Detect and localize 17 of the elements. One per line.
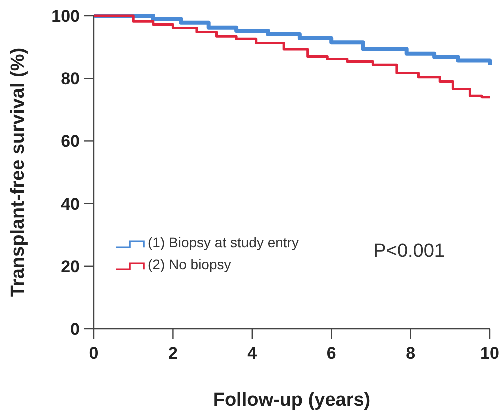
y-tick-label: 40 xyxy=(61,194,80,214)
legend-label: (1) Biopsy at study entry xyxy=(148,234,299,251)
x-tick-label: 8 xyxy=(406,344,416,363)
y-tick-label: 0 xyxy=(70,320,80,339)
y-tick-label: 20 xyxy=(61,257,80,276)
x-axis-title: Follow-up (years) xyxy=(213,390,371,411)
x-tick-label: 2 xyxy=(168,344,178,363)
x-tick-label: 0 xyxy=(89,344,99,363)
annotation: P<0.001 xyxy=(374,241,445,262)
y-axis-title: Transplant-free survival (%) xyxy=(8,48,29,298)
y-tick-label: 60 xyxy=(61,132,80,152)
x-tick-label: 6 xyxy=(326,344,336,363)
y-tick-label: 100 xyxy=(52,6,80,26)
x-tick-label: 10 xyxy=(480,344,500,363)
y-tick-label: 80 xyxy=(61,70,80,89)
x-tick-label: 4 xyxy=(248,344,258,363)
legend-label: (2) No biopsy xyxy=(148,256,232,273)
